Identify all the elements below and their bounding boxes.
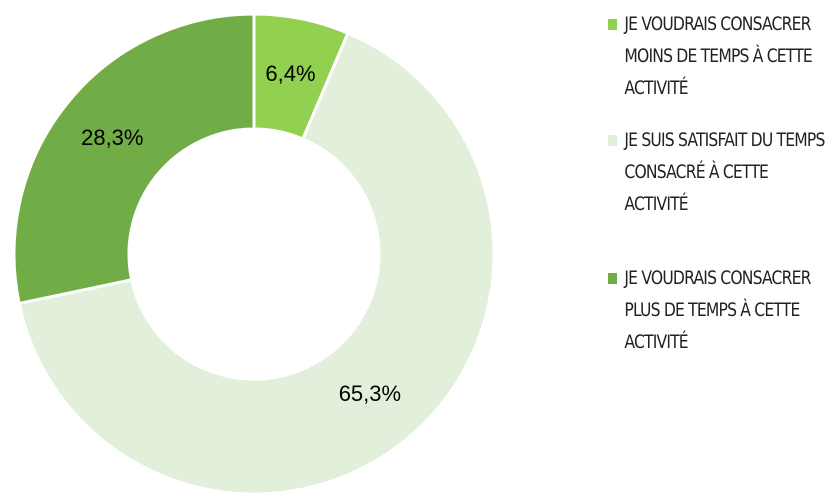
legend-item: JE VOUDRAIS CONSACRER MOINS DE TEMPS À C… [608,8,829,104]
legend-label: JE VOUDRAIS CONSACRER MOINS DE TEMPS À C… [624,13,812,99]
legend-swatch [608,135,618,146]
legend-swatch [608,19,618,30]
donut-slice [12,12,256,306]
legend-label: JE VOUDRAIS CONSACRER PLUS DE TEMPS À CE… [624,267,811,353]
legend: JE VOUDRAIS CONSACRER MOINS DE TEMPS À C… [608,8,833,358]
legend-swatch [608,273,618,284]
legend-item: JE VOUDRAIS CONSACRER PLUS DE TEMPS À CE… [608,262,829,358]
legend-item: JE SUIS SATISFAIT DU TEMPS CONSACRÉ À CE… [608,124,829,220]
data-label: 28,3% [81,125,143,150]
data-label: 65,3% [339,381,401,406]
donut-slice [17,31,496,494]
data-label: 6,4% [265,61,315,86]
legend-label: JE SUIS SATISFAIT DU TEMPS CONSACRÉ À CE… [624,129,825,215]
